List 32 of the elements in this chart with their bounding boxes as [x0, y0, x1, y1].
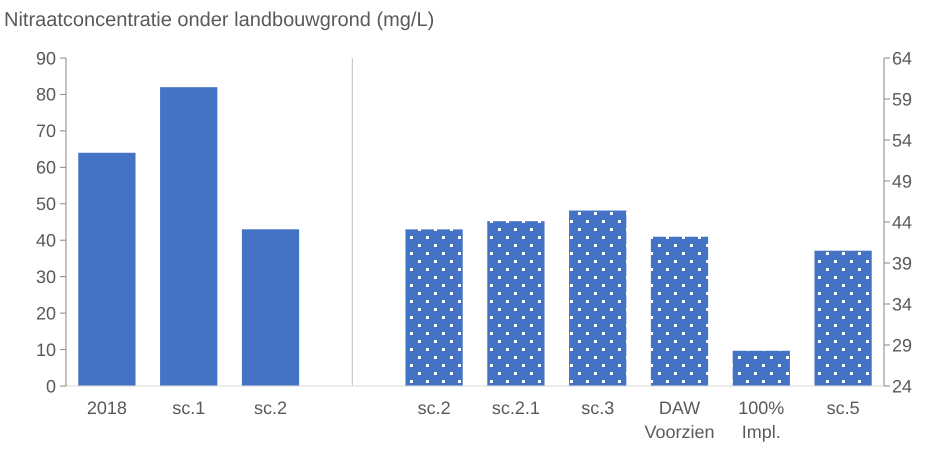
x-tick-label: sc.1	[172, 398, 206, 418]
y-tick-label: 60	[36, 158, 56, 178]
y-tick-label: 90	[36, 48, 56, 68]
bar	[242, 229, 300, 386]
y2-tick-label: 54	[892, 130, 912, 150]
x-tick-label: sc.5	[826, 398, 860, 418]
x-tick-label: sc.2	[254, 398, 288, 418]
y-tick-label: 80	[36, 84, 56, 105]
y2-tick-label: 39	[892, 253, 912, 274]
y2-tick-label: 64	[892, 48, 912, 68]
y-tick-label: 20	[36, 303, 56, 324]
x-tick-label: sc.2	[418, 398, 451, 418]
y2-tick-label: 59	[892, 89, 912, 110]
x-tick-label: 100% Impl.	[738, 398, 784, 442]
y2-tick-label: 34	[892, 294, 912, 314]
bar	[78, 152, 136, 386]
x-tick-label: sc.2.1	[492, 398, 540, 418]
bar	[160, 87, 218, 386]
chart-title: Nitraatconcentratie onder landbouwgrond (mg/L)	[4, 9, 434, 31]
x-tick-label: 2018	[86, 398, 127, 418]
y-tick-label: 70	[36, 121, 56, 142]
y-tick-label: 50	[36, 194, 56, 214]
y-tick-label: 30	[36, 266, 56, 287]
y-tick-label: 40	[36, 230, 56, 251]
y2-tick-label: 49	[892, 171, 912, 192]
y2-tick-label: 44	[892, 212, 912, 232]
y2-tick-label: 29	[892, 335, 912, 356]
x-tick-label: sc.3	[581, 398, 614, 418]
y-tick-label: 0	[46, 376, 56, 396]
y-tick-label: 10	[36, 340, 56, 360]
x-tick-label: DAW Voorzien	[644, 398, 715, 442]
y2-tick-label: 24	[892, 376, 912, 396]
